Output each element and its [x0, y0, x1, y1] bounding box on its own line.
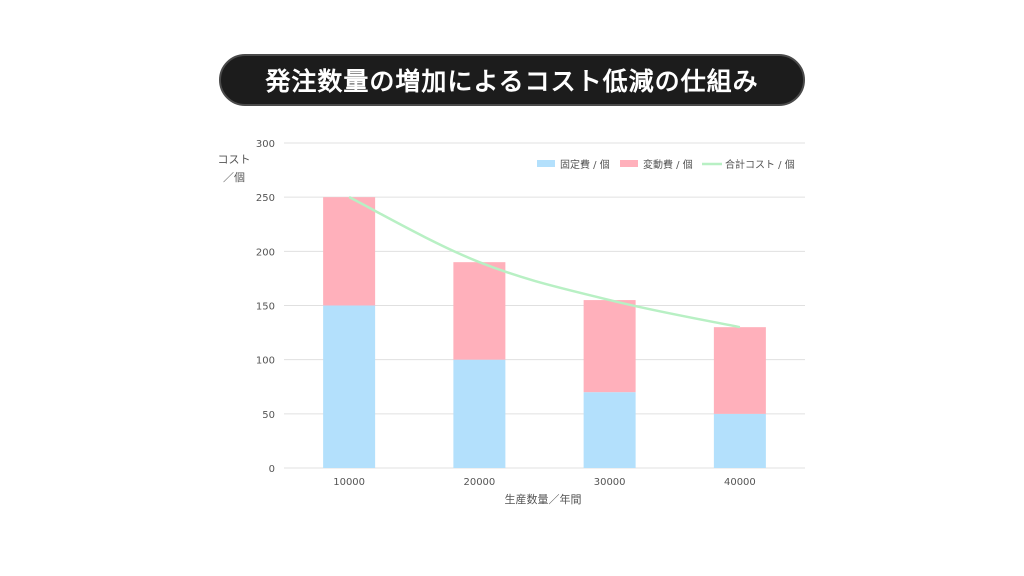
legend-label: 変動費 / 個 — [643, 158, 693, 171]
legend-swatch — [620, 160, 638, 167]
x-tick-label: 40000 — [724, 477, 756, 488]
bar-variable-cost — [453, 262, 506, 360]
x-tick-label: 10000 — [333, 477, 365, 488]
y-tick-label: 100 — [256, 356, 275, 367]
y-axis-label-line1: コスト — [218, 153, 251, 166]
legend-label: 合計コスト / 個 — [725, 158, 795, 171]
x-tick-label: 30000 — [594, 477, 626, 488]
y-tick-label: 250 — [256, 193, 275, 204]
line-total-cost — [348, 196, 741, 329]
y-tick-label: 0 — [269, 464, 275, 475]
legend-label: 固定費 / 個 — [560, 158, 610, 171]
chart-title: 発注数量の増加によるコスト低減の仕組み — [219, 54, 805, 106]
x-tick-label: 20000 — [463, 477, 495, 488]
y-tick-label: 150 — [256, 302, 275, 313]
x-axis-label: 生産数量／年間 — [505, 492, 582, 506]
bar-fixed-cost — [583, 392, 636, 468]
legend-swatch — [537, 160, 555, 167]
total-cost-line — [348, 196, 741, 329]
bars — [323, 197, 766, 468]
y-tick-label: 300 — [256, 139, 275, 150]
bar-fixed-cost — [323, 305, 376, 468]
y-axis-label-line2: ／個 — [223, 171, 245, 184]
y-tick-label: 200 — [256, 247, 275, 258]
bar-fixed-cost — [453, 359, 506, 468]
bar-fixed-cost — [713, 413, 766, 468]
y-tick-label: 50 — [262, 410, 275, 421]
bar-variable-cost — [583, 300, 636, 393]
y-axis-ticks: 0 50 100 150 200 250 300 — [256, 139, 275, 475]
x-axis-ticks: 10000 20000 30000 40000 — [333, 477, 756, 488]
legend: 固定費 / 個 変動費 / 個 合計コスト / 個 — [537, 158, 795, 171]
bar-variable-cost — [323, 197, 376, 306]
bar-variable-cost — [713, 327, 766, 414]
